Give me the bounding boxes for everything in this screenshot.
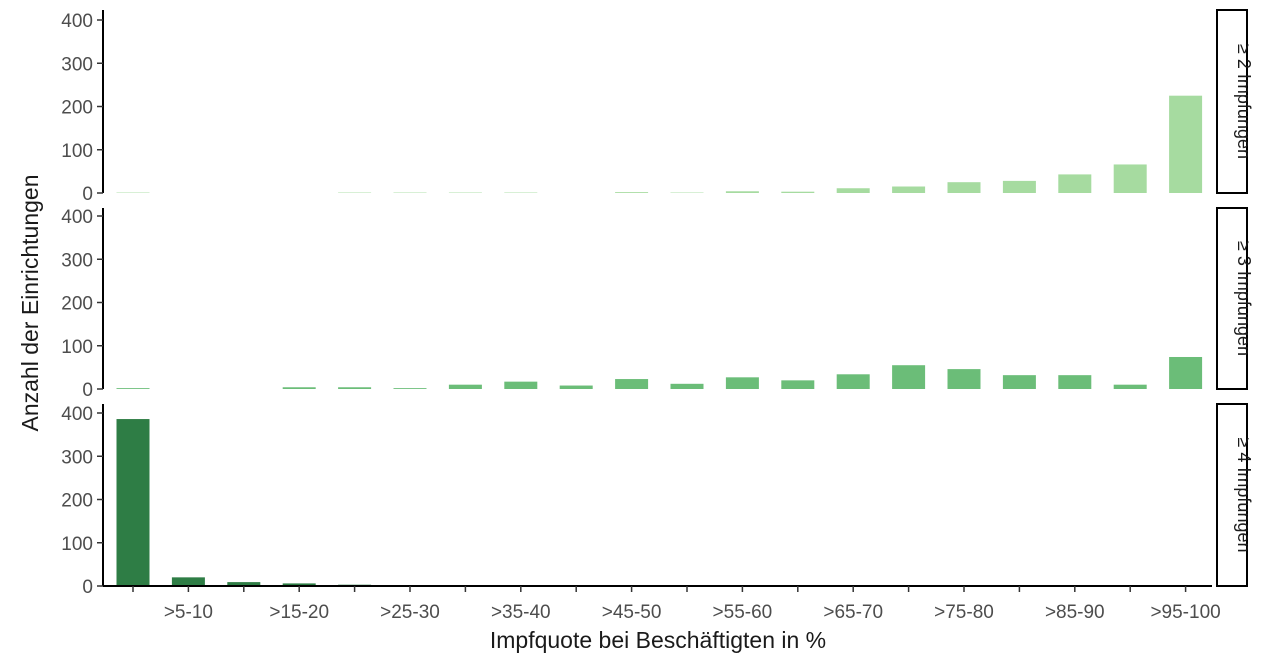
x-tick-label: >75-80 — [934, 602, 994, 623]
bar-2->95-100 — [1169, 356, 1203, 389]
bar-1->75-80 — [947, 182, 981, 193]
y-tick-label: 400 — [61, 11, 93, 32]
y-tick-label: 0 — [82, 184, 93, 205]
bar-2->45-50 — [615, 379, 649, 389]
y-tick-label: 100 — [61, 337, 93, 358]
bar-1->70-75 — [892, 186, 926, 193]
bar-2->30-35 — [448, 384, 482, 389]
facet-panels: 0 100 200 300 400 ≥ 2 Impfungen 0 100 200 300 400 ≥… — [61, 9, 1254, 598]
y-tick-label: 300 — [61, 250, 93, 271]
y-tick-label: 100 — [61, 534, 93, 555]
bar-2->80-85 — [1002, 375, 1036, 389]
bar-2->50-55 — [670, 383, 704, 389]
bar-2->60-65 — [781, 380, 815, 389]
bar-3->10-15 — [227, 582, 261, 586]
x-tick-label: >5-10 — [164, 602, 213, 623]
bar-2->55-60 — [725, 377, 759, 389]
facet-strip-box — [1216, 9, 1248, 194]
bar-1->80-85 — [1002, 180, 1036, 193]
panel-1: 0 100 200 300 400 ≥ 2 Impfungen — [61, 9, 1254, 205]
x-tick-label: >65-70 — [823, 602, 883, 623]
bar-2->70-75 — [892, 365, 926, 389]
facet-strip-label: ≥ 4 Impfungen — [1234, 438, 1254, 553]
bar-2->15-20 — [282, 387, 316, 389]
y-tick-label: 300 — [61, 447, 93, 468]
bar-3->5-10 — [171, 577, 205, 586]
facet-strip-2: ≥ 3 Impfungen — [1216, 207, 1254, 390]
bar-1->65-70 — [836, 188, 870, 193]
x-tick-label: >15-20 — [269, 602, 329, 623]
bar-2->65-70 — [836, 374, 870, 389]
facet-strip-label: ≥ 3 Impfungen — [1234, 241, 1254, 356]
bar-2->75-80 — [947, 369, 981, 389]
bar-3->0-5 — [116, 419, 150, 586]
x-tick-label: >95-100 — [1150, 602, 1220, 623]
y-tick-label: 0 — [82, 577, 93, 598]
bar-1->60-65 — [781, 191, 815, 193]
bar-2->35-40 — [504, 381, 538, 389]
bar-3->15-20 — [282, 583, 316, 586]
y-tick-label: 200 — [61, 294, 93, 315]
x-tick-label: >45-50 — [602, 602, 662, 623]
x-tick-label: >25-30 — [380, 602, 440, 623]
facet-strip-1: ≥ 2 Impfungen — [1216, 9, 1254, 194]
bar-1->55-60 — [725, 191, 759, 193]
x-tick-label: >85-90 — [1045, 602, 1105, 623]
y-tick-label: 200 — [61, 491, 93, 512]
y-tick-label: 400 — [61, 404, 93, 425]
y-axis-title: Anzahl der Einrichtungen — [17, 175, 43, 432]
bar-1->90-95 — [1113, 164, 1147, 193]
bar-1->45-50 — [615, 192, 649, 193]
bar-1->95-100 — [1169, 95, 1203, 193]
facet-strip-box — [1216, 403, 1248, 587]
y-tick-label: 400 — [61, 207, 93, 228]
x-tick-label: >35-40 — [491, 602, 551, 623]
y-tick-label: 0 — [82, 380, 93, 401]
bar-2->20-25 — [338, 387, 372, 389]
bar-1->85-90 — [1058, 174, 1092, 193]
y-tick-label: 100 — [61, 141, 93, 162]
bar-2->90-95 — [1113, 384, 1147, 389]
bar-2->25-30 — [393, 388, 427, 389]
bar-2->40-45 — [559, 385, 593, 389]
x-axis: >5-10 >15-20 >25-30 >35-40 >45-50 >55-60 >65-7… — [103, 585, 1221, 623]
panel-3: 0 100 200 300 400 ≥ 4 Impfungen — [61, 403, 1254, 598]
facet-strip-3: ≥ 4 Impfungen — [1216, 403, 1254, 587]
bar-2->85-90 — [1058, 375, 1092, 389]
facet-strip-box — [1216, 207, 1248, 390]
y-tick-label: 300 — [61, 54, 93, 75]
bar-2->0-5 — [116, 388, 150, 389]
x-tick-label: >55-60 — [713, 602, 773, 623]
y-tick-label: 200 — [61, 98, 93, 119]
facet-strip-label: ≥ 2 Impfungen — [1234, 44, 1254, 159]
x-axis-title: Impfquote bei Beschäftigten in % — [490, 627, 826, 653]
panel-2: 0 100 200 300 400 ≥ 3 Impfungen — [61, 207, 1254, 401]
